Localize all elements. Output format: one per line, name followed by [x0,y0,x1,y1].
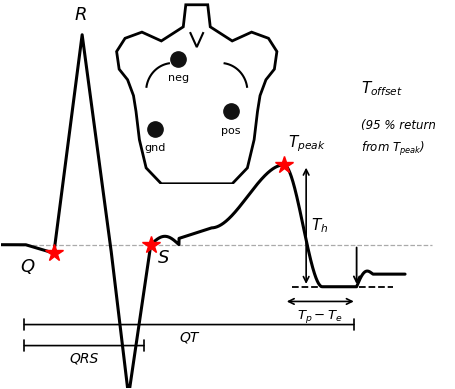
Text: $S$: $S$ [157,249,170,267]
Text: $T_h$: $T_h$ [311,216,329,235]
Text: from $T_{peak}$): from $T_{peak}$) [361,140,426,158]
Text: $T_{peak}$: $T_{peak}$ [288,134,326,154]
Text: $R$: $R$ [74,6,86,24]
Text: $T_p - T_e$: $T_p - T_e$ [297,308,343,325]
Text: QRS: QRS [70,352,99,366]
Text: QT: QT [179,331,199,345]
Text: (95 % return: (95 % return [361,119,436,131]
Text: $Q$: $Q$ [20,257,35,276]
Text: $T_{offset}$: $T_{offset}$ [361,79,404,98]
